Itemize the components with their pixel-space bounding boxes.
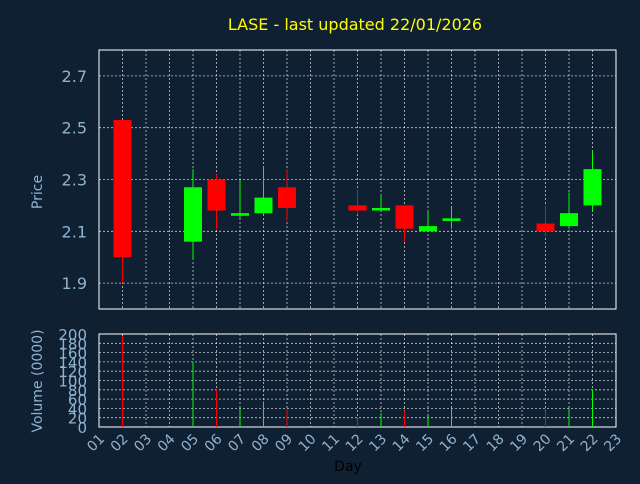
volume-tick-label: 100 — [58, 373, 87, 391]
x-tick-label: 14 — [390, 431, 414, 455]
x-tick-label: 22 — [578, 431, 602, 455]
candle-body — [254, 197, 273, 214]
candle-body — [278, 187, 296, 208]
x-tick-label: 19 — [507, 431, 531, 455]
x-tick-label: 03 — [131, 431, 155, 455]
volume-tick-label: 120 — [58, 363, 87, 381]
volume-tick-label: 20 — [68, 410, 87, 428]
x-tick-label: 09 — [272, 431, 296, 455]
x-tick-label: 12 — [343, 431, 367, 455]
volume-tick-label: 40 — [68, 400, 87, 418]
candle-body — [536, 223, 555, 232]
x-tick-label: 20 — [531, 431, 555, 455]
volume-tick-label: 160 — [58, 345, 87, 363]
grid — [98, 50, 617, 428]
volume-tick-label: 180 — [58, 335, 87, 353]
x-tick-label: 08 — [249, 431, 273, 455]
chart-title: LASE - last updated 22/01/2026 — [228, 15, 482, 34]
price-panel-frame — [98, 49, 617, 310]
x-tick-label: 05 — [178, 431, 202, 455]
x-tick-label: 23 — [601, 431, 625, 455]
price-tick-label: 2.3 — [62, 171, 87, 190]
x-tick-label: 15 — [413, 431, 437, 455]
x-tick-label: 06 — [202, 431, 226, 455]
x-tick-label: 16 — [437, 431, 461, 455]
candle-body — [207, 179, 226, 211]
x-tick-label: 02 — [108, 431, 132, 455]
candle-body — [560, 213, 578, 227]
x-tick-label: 10 — [296, 431, 320, 455]
volume-axis-label: Volume (0000) — [30, 329, 46, 432]
x-tick-label: 18 — [484, 431, 508, 455]
x-tick-label: 11 — [319, 431, 343, 455]
price-tick-label: 2.1 — [62, 222, 87, 241]
candle-body — [231, 213, 249, 216]
x-tick-label: 21 — [554, 431, 578, 455]
x-tick-label: 13 — [366, 431, 390, 455]
candle-body — [583, 169, 602, 206]
price-axis-label: Price — [30, 175, 46, 209]
x-tick-label: 17 — [460, 431, 484, 455]
x-tick-label: 01 — [84, 431, 108, 455]
candle-body — [395, 205, 414, 229]
candle-body — [419, 226, 437, 232]
price-tick-label: 2.5 — [62, 119, 87, 138]
candle-body — [442, 218, 461, 221]
candle-body — [184, 187, 202, 242]
x-tick-label: 04 — [155, 431, 179, 455]
volume-tick-label: 140 — [58, 354, 87, 372]
volume-tick-label: 0 — [77, 419, 87, 437]
candle-body — [113, 119, 132, 258]
volume-tick-label: 60 — [68, 391, 87, 409]
volume-tick-label: 200 — [58, 326, 87, 344]
price-tick-label: 2.7 — [62, 67, 87, 86]
x-axis-label: Day — [334, 459, 362, 475]
price-tick-label: 1.9 — [62, 274, 87, 293]
candle-body — [348, 205, 367, 211]
x-tick-label: 07 — [225, 431, 249, 455]
candle-body — [372, 207, 390, 211]
volume-tick-label: 80 — [68, 382, 87, 400]
